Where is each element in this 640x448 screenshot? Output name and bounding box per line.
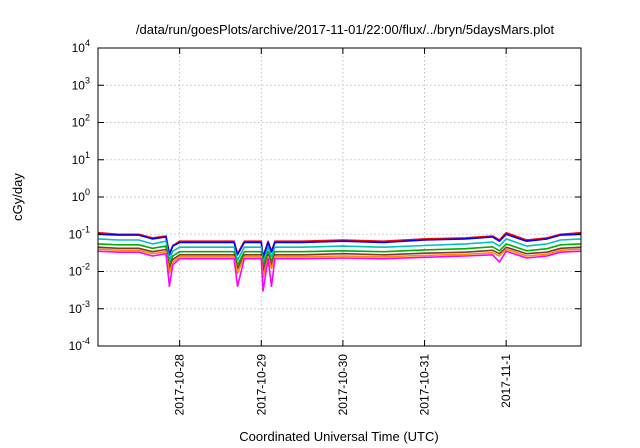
gridlines	[98, 48, 581, 346]
y-tick-label: 104	[72, 38, 90, 55]
x-tick-label: 2017-10-29	[254, 354, 268, 416]
y-tick-label-exponent: -1	[82, 224, 90, 234]
series-group	[97, 231, 582, 292]
y-tick-label-exponent: 3	[85, 75, 90, 85]
y-tick-label-base: 10	[69, 339, 83, 353]
y-tick-label-exponent: 1	[85, 150, 90, 160]
y-tick-label: 10-2	[69, 262, 90, 279]
y-tick-label-base: 10	[69, 227, 83, 241]
y-tick-label-base: 10	[72, 78, 86, 92]
y-tick-label-base: 10	[72, 41, 86, 55]
y-axis-title: cGy/day	[10, 173, 25, 221]
y-tick-label-base: 10	[69, 302, 83, 316]
x-tick-label: 2017-11-1	[499, 354, 513, 408]
x-axis-title: Coordinated Universal Time (UTC)	[239, 429, 438, 444]
y-tick-label: 102	[72, 113, 90, 130]
chart-title: /data/run/goesPlots/archive/2017-11-01/2…	[136, 22, 555, 37]
y-tick-label: 103	[72, 75, 90, 92]
series-line-2	[97, 233, 582, 259]
y-tick-label-base: 10	[72, 116, 86, 130]
axis-ticks	[98, 47, 581, 347]
y-tick-label: 10-4	[69, 336, 90, 353]
y-tick-label-exponent: 0	[85, 187, 90, 197]
y-tick-label-exponent: 4	[85, 38, 90, 48]
series-line-7	[97, 250, 582, 292]
y-tick-label-base: 10	[72, 153, 86, 167]
y-tick-label: 10-3	[69, 299, 90, 316]
x-tick-label: 2017-10-31	[418, 354, 432, 416]
y-tick-label-base: 10	[69, 265, 83, 279]
x-tick-label: 2017-10-30	[336, 354, 350, 416]
y-tick-label-exponent: -3	[82, 299, 90, 309]
x-tick-label: 2017-10-28	[173, 354, 187, 416]
y-tick-label-exponent: -2	[82, 262, 90, 272]
series-line-6	[97, 248, 582, 279]
y-tick-label-exponent: 2	[85, 113, 90, 123]
y-tick-label-exponent: -4	[82, 336, 90, 346]
x-tick-labels: 2017-10-28 2017-10-29 2017-10-30 2017-10-31…	[173, 354, 514, 416]
y-tick-label-base: 10	[72, 190, 86, 204]
y-tick-label: 101	[72, 150, 90, 167]
y-tick-label: 100	[72, 187, 90, 204]
series-line-3	[97, 238, 582, 264]
y-tick-label: 10-1	[69, 224, 90, 241]
